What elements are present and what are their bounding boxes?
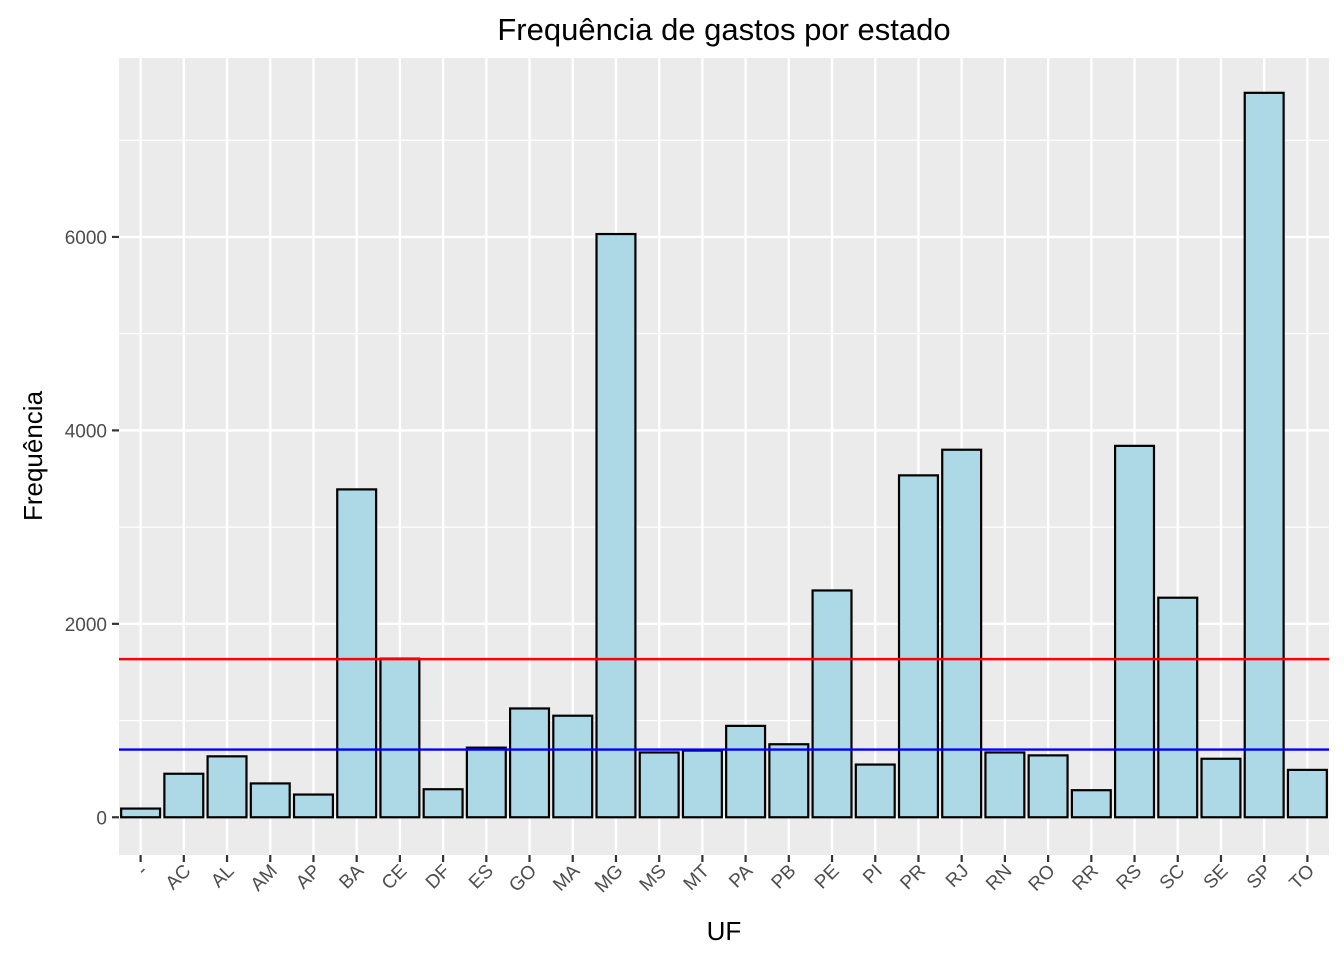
bar-go	[508, 707, 551, 819]
x-tick-label: ES	[465, 861, 498, 894]
y-tick-label: 6000	[65, 228, 107, 249]
x-axis-title: UF	[707, 916, 742, 946]
bar-rs	[1113, 444, 1156, 819]
x-tick-label: MG	[591, 861, 627, 897]
bar-rj	[941, 448, 983, 819]
bar-mt	[681, 749, 723, 819]
y-tick-label: 4000	[65, 421, 107, 442]
x-tick-label: AM	[247, 861, 282, 896]
x-tick-label: BA	[335, 860, 368, 893]
x-tick-label: MT	[680, 860, 715, 895]
x-axis: - AC AL AM AP BA CE DF ES GO MA MG MS MT PA PB PE PI PR RJ R…	[133, 855, 1319, 897]
bar-pb	[768, 743, 810, 819]
bar-se	[1200, 757, 1242, 819]
bar-ms	[638, 751, 680, 819]
x-tick-label: SP	[1243, 861, 1276, 894]
bar-sc	[1157, 596, 1199, 819]
y-tick-label: 2000	[65, 615, 107, 636]
x-tick-label: PI	[859, 861, 887, 889]
bar-am	[249, 782, 291, 819]
bar-es	[465, 746, 507, 819]
bar-al	[206, 755, 248, 819]
bar-ap	[292, 793, 335, 819]
x-tick-label: PE	[811, 861, 844, 894]
bar-none	[120, 807, 162, 819]
bar-pi	[854, 763, 896, 819]
x-tick-label: PB	[768, 861, 801, 894]
bar-ac	[163, 772, 205, 819]
x-tick-label: SE	[1200, 861, 1233, 894]
bars	[120, 91, 1328, 819]
x-tick-label: TO	[1286, 861, 1319, 894]
bar-pa	[725, 724, 767, 819]
x-tick-label: RO	[1025, 861, 1060, 896]
x-tick-label: GO	[505, 861, 541, 897]
y-axis-title: Frequência	[18, 390, 48, 521]
bar-df	[422, 788, 464, 819]
bar-ba	[336, 488, 378, 819]
x-tick-label: AP	[292, 861, 325, 894]
bar-pe	[811, 589, 853, 819]
bar-rr	[1070, 789, 1112, 819]
x-tick-label: MS	[636, 861, 671, 896]
x-tick-label: DF	[422, 861, 455, 894]
x-tick-label: MA	[549, 860, 584, 895]
y-tick-label: 0	[96, 808, 107, 829]
x-tick-label: PR	[896, 861, 930, 895]
bar-ro	[1027, 754, 1069, 819]
y-axis: 0 2000 4000 6000	[65, 228, 119, 829]
x-tick-label: PA	[725, 860, 757, 892]
chart-title: Frequência de gastos por estado	[497, 12, 950, 47]
x-tick-label: SC	[1156, 861, 1190, 895]
bar-to	[1286, 768, 1328, 819]
bar-mg	[595, 232, 637, 819]
x-tick-label: CE	[378, 861, 412, 895]
bar-ce	[379, 657, 421, 819]
x-tick-label: RN	[982, 861, 1016, 895]
x-tick-label: RR	[1069, 861, 1103, 895]
x-tick-label: RJ	[942, 861, 973, 892]
bar-sp	[1243, 91, 1285, 819]
bar-rn	[984, 751, 1026, 819]
x-tick-label: AL	[207, 861, 238, 892]
x-tick-label: AC	[162, 861, 196, 895]
reference-lines	[119, 657, 1329, 751]
bar-ma	[552, 714, 594, 819]
x-tick-label: RS	[1113, 861, 1147, 895]
bar-pr	[897, 474, 940, 819]
x-tick-label: -	[133, 861, 152, 880]
